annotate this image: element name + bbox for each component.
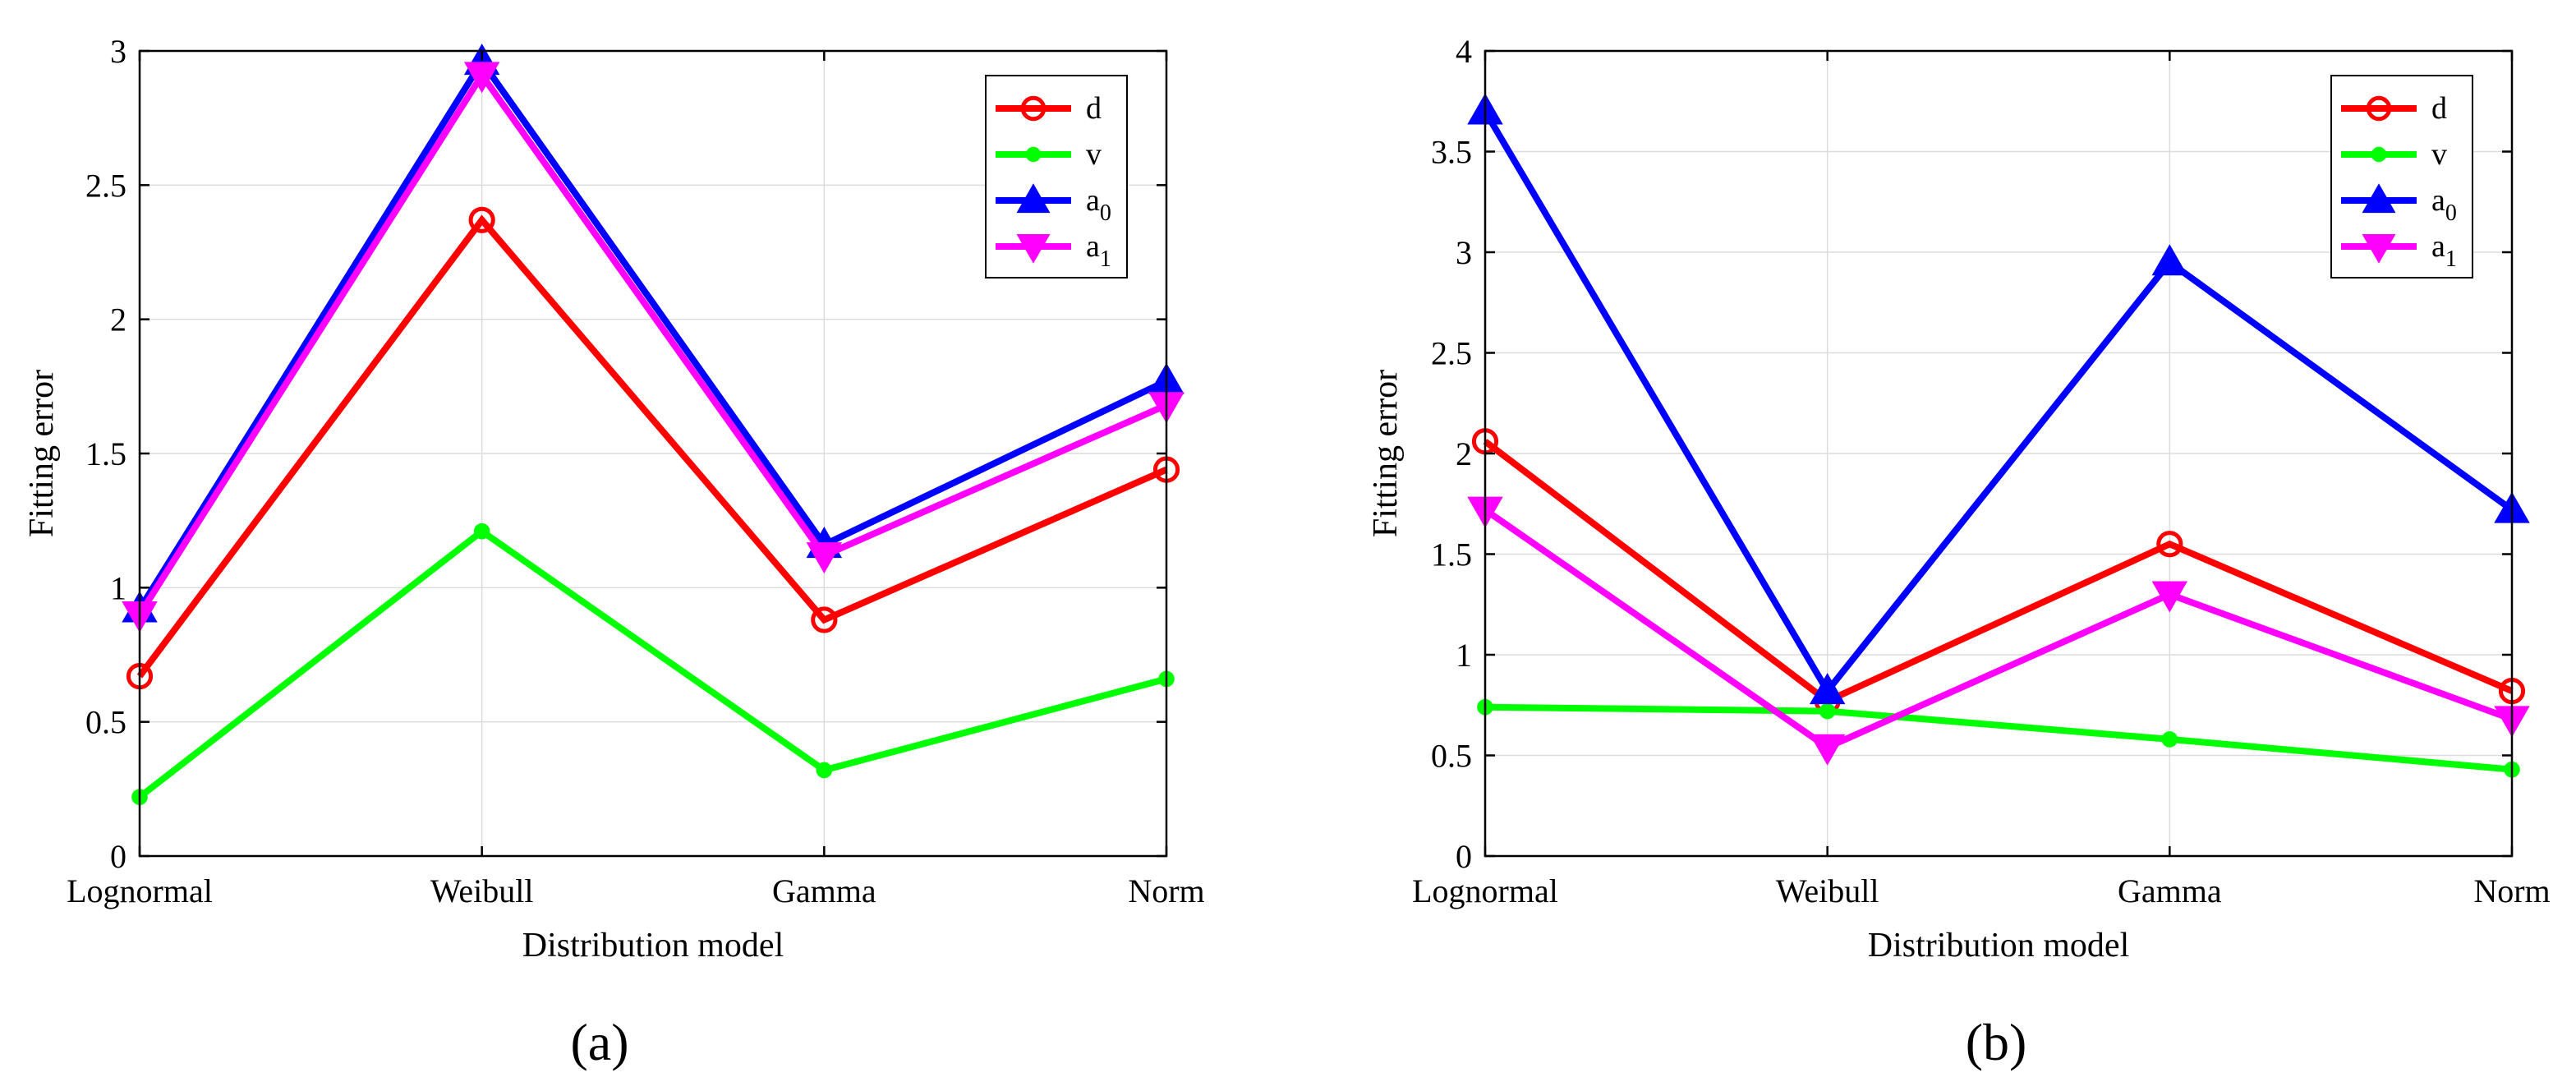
panel-b: 0 0.5 1 1.5 2 2.5 3 3.5 4 Lognormal Weibull Gamma No…	[1367, 33, 2551, 1071]
panel-b-ytick-label: 3.5	[1431, 134, 1472, 171]
panel-a-point-a1	[463, 62, 500, 94]
panel-b-point-a1	[2151, 581, 2188, 613]
panel-a: 0 0.5 1 1.5 2 2.5 3 Lognormal Weibull Gamma Norm F…	[23, 33, 1205, 1071]
panel-b-ytick-label: 0.5	[1431, 738, 1472, 775]
panel-a-ytick-label: 1	[110, 569, 126, 606]
panel-b-series	[1467, 93, 2530, 778]
panel-a-ticks: 0 0.5 1 1.5 2 2.5 3 Lognormal Weibull Gamma Norm	[67, 33, 1205, 909]
panel-a-xtick-label: Gamma	[772, 872, 876, 909]
panel-a-legend-label-a1: a1	[1086, 229, 1111, 272]
panel-a-ytick-label: 0.5	[85, 704, 126, 741]
panel-b-ytick-label: 1.5	[1431, 536, 1472, 573]
panel-b-series-line-v	[1484, 703, 2513, 773]
panel-b-ytick-label: 4	[1456, 33, 1472, 70]
panel-b-legend-label-v: v	[2431, 137, 2447, 172]
panel-b-legend-label-a1: a1	[2431, 229, 2457, 272]
panel-a-legend-marker-v	[1025, 146, 1042, 163]
panel-b-ytick-label: 1	[1456, 637, 1472, 674]
panel-a-y-axis-label: Fitting error	[23, 370, 61, 537]
panel-a-ytick-label: 0	[110, 838, 126, 875]
panel-a-xtick-label: Weibull	[430, 872, 534, 909]
panel-a-series-line-d	[136, 214, 1168, 679]
panel-a-ytick-label: 2.5	[85, 167, 126, 204]
panel-b-ytick-label: 2.5	[1431, 335, 1472, 372]
panel-b-legend-marker-v	[2371, 146, 2387, 163]
panel-b-legend-marker-a1	[2362, 233, 2396, 264]
panel-a-series-line-v	[137, 527, 1168, 800]
panel-a-ytick-label: 3	[110, 33, 126, 70]
panel-b-ytick-label: 3	[1456, 234, 1472, 271]
panel-b-series-line-a1	[1483, 507, 2514, 752]
panel-b-legend-label-d: d	[2431, 91, 2447, 126]
panel-a-series	[122, 44, 1184, 805]
panel-b-caption-label: (b)	[1966, 1013, 2027, 1071]
panel-b-legend-marker-d	[2366, 95, 2392, 122]
panel-a-xtick-label: Lognormal	[67, 872, 213, 909]
panel-a-legend-label-d: d	[1086, 91, 1102, 126]
panel-a-caption-label: (a)	[570, 1013, 628, 1071]
panel-a-point-v	[816, 762, 833, 779]
panel-a-legend-marker-a0	[1016, 183, 1051, 214]
panel-b-legend-label-a0: a0	[2431, 183, 2457, 226]
panel-a-legend-marker-a1	[1016, 233, 1051, 264]
panel-a-series-line-a0	[136, 55, 1168, 611]
panel-a-ytick-label: 1.5	[85, 435, 126, 472]
panel-a-point-v	[473, 522, 490, 540]
panel-b-point-a0	[2151, 244, 2188, 276]
panel-b-series-line-d	[1483, 439, 2514, 705]
panel-b-point-a1	[1809, 734, 1846, 766]
panel-b-point-v	[2161, 731, 2178, 748]
panel-b-point-d	[2156, 531, 2183, 558]
panel-b-xtick-label: Lognormal	[1412, 872, 1558, 909]
panel-b-ytick-label: 0	[1456, 838, 1472, 875]
panel-a-point-a1	[806, 542, 843, 574]
panel-b-series-line-a0	[1482, 109, 2514, 697]
panel-a-legend-label-a0: a0	[1086, 183, 1111, 226]
panel-b-ticks: 0 0.5 1 1.5 2 2.5 3 3.5 4 Lognormal Weibull Gamma No…	[1412, 33, 2551, 909]
panel-a-point-d	[811, 606, 838, 633]
panel-a-xtick-label: Norm	[1128, 872, 1204, 909]
panel-b-y-axis-label: Fitting error	[1367, 370, 1405, 537]
panel-b-xtick-label: Gamma	[2118, 872, 2222, 909]
panel-a-legend-marker-d	[1020, 95, 1046, 122]
panel-b-xtick-label: Norm	[2473, 872, 2550, 909]
panel-b-point-v	[1819, 702, 1836, 720]
panel-b-ytick-label: 2	[1456, 435, 1472, 472]
panel-b-x-axis-label: Distribution model	[1868, 927, 2130, 964]
panel-b-xtick-label: Weibull	[1776, 872, 1879, 909]
panel-a-x-axis-label: Distribution model	[522, 927, 784, 964]
panel-a-series-line-a1	[136, 69, 1168, 617]
panel-a-point-d	[468, 206, 495, 233]
panel-b-legend-marker-a0	[2362, 183, 2396, 214]
panel-b-point-a0	[1809, 673, 1846, 705]
panel-a-ytick-label: 2	[110, 302, 126, 338]
panel-a-legend-label-v: v	[1086, 137, 1102, 172]
